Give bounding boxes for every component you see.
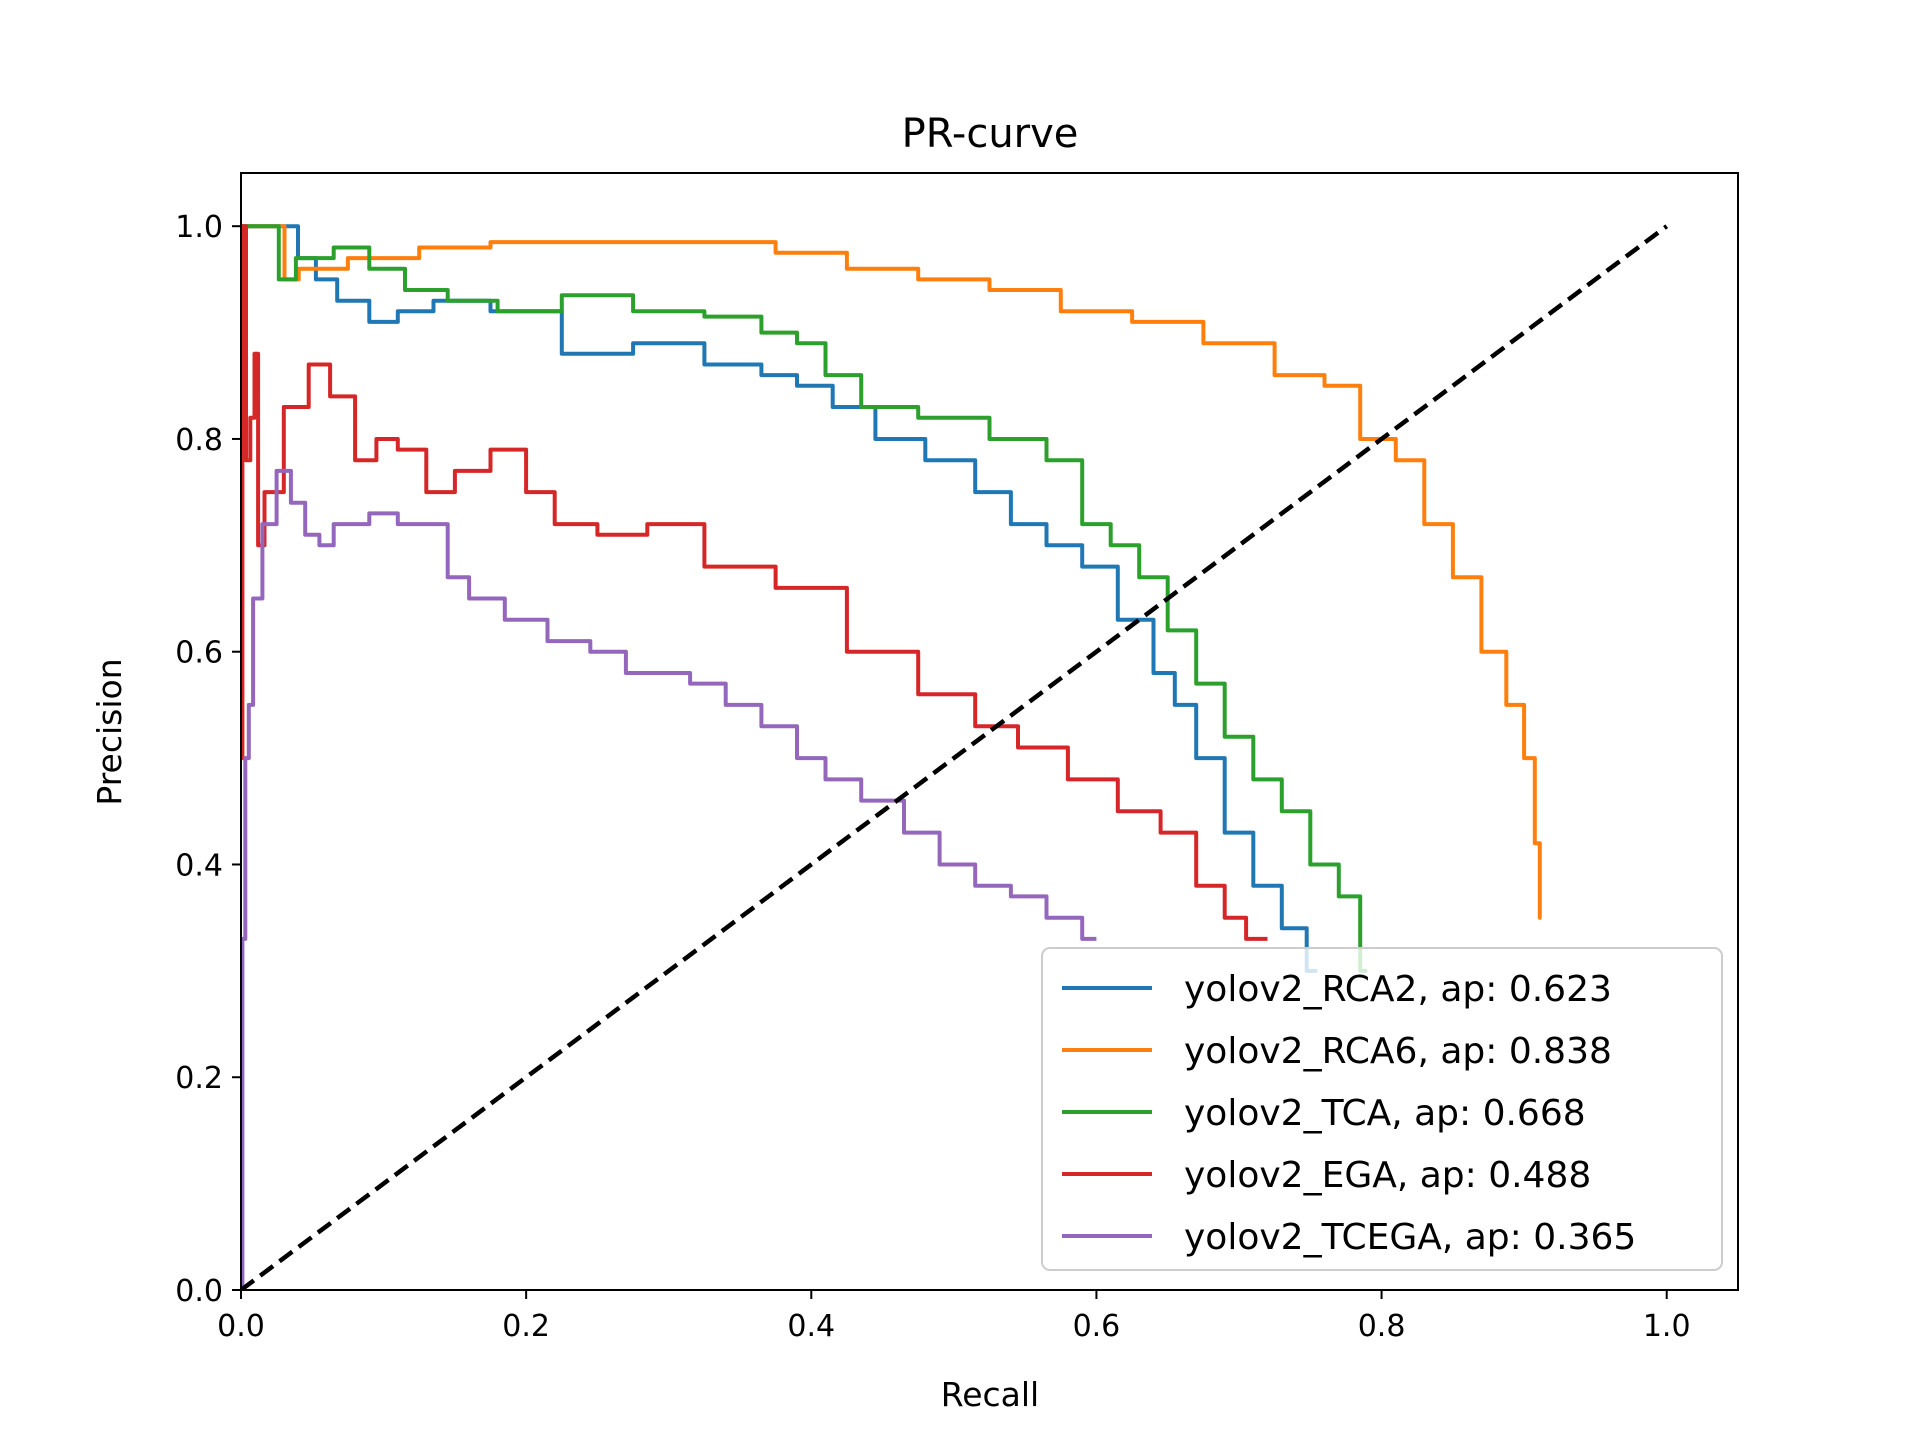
y-tick-label: 1.0: [175, 210, 223, 245]
y-tick-label: 0.0: [175, 1274, 223, 1309]
y-tick-label: 0.8: [175, 423, 223, 458]
x-tick-label: 1.0: [1643, 1309, 1691, 1344]
legend-label: yolov2_TCEGA, ap: 0.365: [1184, 1217, 1636, 1258]
legend-label: yolov2_RCA2, ap: 0.623: [1184, 969, 1612, 1010]
x-tick-label: 0.0: [217, 1309, 265, 1344]
y-tick-label: 0.4: [175, 848, 223, 883]
series-line-0: [241, 224, 1318, 973]
legend-box: [1041, 947, 1723, 1271]
chart-title: PR-curve: [902, 111, 1079, 157]
y-tick-label: 0.2: [175, 1061, 223, 1096]
series-line-4: [241, 468, 1097, 1290]
x-axis-label: Recall: [941, 1375, 1039, 1414]
series-line-1: [241, 224, 1542, 920]
y-axis-label: Precision: [90, 658, 129, 805]
legend-label: yolov2_RCA6, ap: 0.838: [1184, 1031, 1612, 1072]
y-tick-label: 0.6: [175, 636, 223, 671]
x-tick-label: 0.8: [1358, 1309, 1406, 1344]
legend-label: yolov2_TCA, ap: 0.668: [1184, 1093, 1586, 1134]
legend: yolov2_RCA2, ap: 0.623 yolov2_RCA6, ap: 0…: [1041, 947, 1723, 1271]
legend-label: yolov2_EGA, ap: 0.488: [1184, 1155, 1591, 1196]
plot-frame: [240, 172, 1739, 1291]
series-line-2: [241, 224, 1368, 973]
x-tick-label: 0.6: [1073, 1309, 1121, 1344]
x-tick-label: 0.4: [787, 1309, 835, 1344]
reference-diagonal: [241, 224, 1669, 1290]
x-tick-label: 0.2: [502, 1309, 550, 1344]
